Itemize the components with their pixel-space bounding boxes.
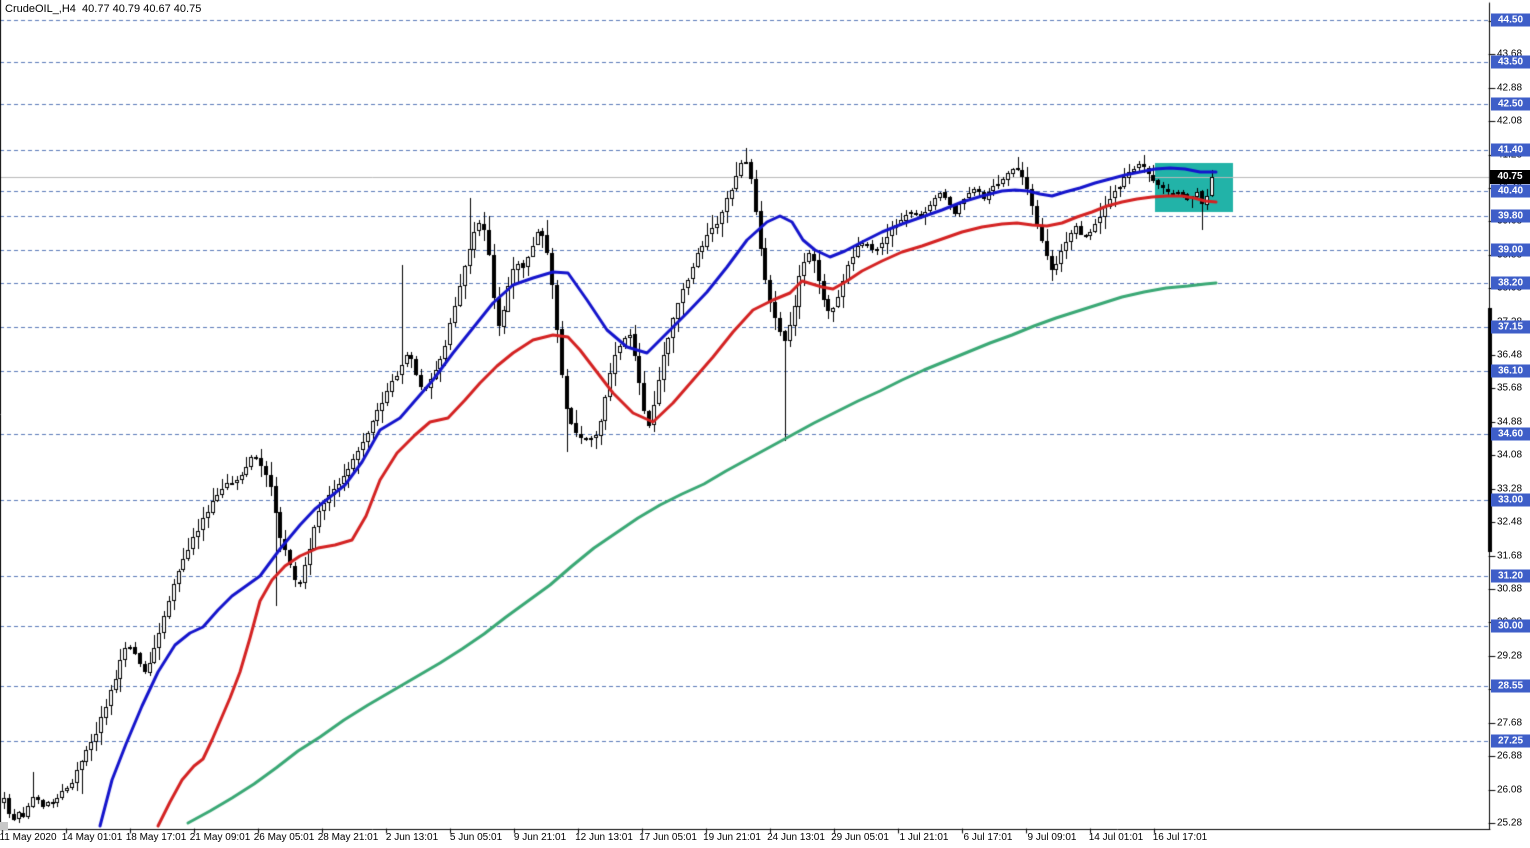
price-tick-label: 42.08: [1497, 115, 1523, 127]
price-tick-label: 33.28: [1497, 483, 1523, 495]
time-tick-label: 28 May 21:01: [317, 832, 379, 843]
current-price-badge: 40.75: [1490, 169, 1530, 184]
price-level-badge: 28.55: [1491, 679, 1530, 693]
axis-corner-nub: [0, 822, 8, 830]
time-tick-label: 18 May 17:01: [125, 832, 187, 843]
price-tick-label: 32.48: [1497, 516, 1523, 528]
price-tick-label: 34.88: [1497, 416, 1523, 428]
time-tick-label: 1 Jul 21:01: [899, 832, 949, 843]
price-level-badge: 40.40: [1491, 184, 1530, 198]
price-tick-label: 26.88: [1497, 750, 1523, 762]
time-tick-label: 24 Jun 13:01: [767, 832, 825, 843]
time-tick-label: 6 Jul 17:01: [963, 832, 1013, 843]
price-level-badge: 44.50: [1491, 13, 1530, 27]
time-tick-label: 14 May 01:01: [61, 832, 123, 843]
price-tick-label: 26.08: [1497, 784, 1523, 796]
price-tick-label: 30.88: [1497, 583, 1523, 595]
time-tick-label: 29 Jun 05:01: [831, 832, 889, 843]
price-tick-label: 42.88: [1497, 82, 1523, 94]
price-tick-label: 27.68: [1497, 717, 1523, 729]
price-level-badge: 31.20: [1491, 569, 1530, 583]
price-tick-label: 43.68: [1497, 48, 1523, 60]
time-tick-label: 12 Jun 13:01: [575, 832, 633, 843]
price-level-badge: 41.40: [1491, 143, 1530, 156]
time-tick-label: 19 Jun 21:01: [703, 832, 761, 843]
chart-title: CrudeOIL_,H4 40.77 40.79 40.67 40.75: [5, 3, 201, 15]
price-level-badge: 27.25: [1491, 734, 1530, 748]
price-level-badge: 36.10: [1491, 364, 1530, 378]
price-level-badge: 39.80: [1491, 209, 1530, 223]
price-level-badge: 43.50: [1491, 55, 1530, 69]
time-tick-label: 9 Jun 21:01: [513, 832, 567, 843]
chart-symbol-timeframe: CrudeOIL_,H4: [5, 3, 76, 15]
time-tick-label: 26 May 05:01: [253, 832, 315, 843]
price-level-badge: 33.00: [1491, 493, 1530, 507]
price-level-badge: 34.60: [1491, 427, 1530, 441]
time-tick-label: 17 Jun 05:01: [639, 832, 697, 843]
price-level-badge: 39.00: [1491, 243, 1530, 257]
price-level-badge: 42.50: [1491, 97, 1530, 111]
time-tick-label: 9 Jul 09:01: [1027, 832, 1077, 843]
price-level-badge: 38.20: [1491, 276, 1530, 290]
price-tick-label: 34.08: [1497, 449, 1523, 461]
chart-ohlc-values: 40.77 40.79 40.67 40.75: [75, 3, 202, 15]
price-tick-label: 29.28: [1497, 650, 1523, 662]
time-tick-label: 14 Jul 01:01: [1088, 832, 1144, 843]
price-tick-label: 35.68: [1497, 382, 1523, 394]
time-tick-label: 2 Jun 13:01: [385, 832, 439, 843]
time-tick-label: 5 Jun 05:01: [449, 832, 503, 843]
price-tick-label: 25.28: [1497, 817, 1523, 829]
price-level-badge: 37.15: [1491, 320, 1530, 334]
time-tick-label: 16 Jul 17:01: [1152, 832, 1208, 843]
price-tick-label: 36.48: [1497, 349, 1523, 361]
price-tick-label: 31.68: [1497, 550, 1523, 562]
time-tick-label: 11 May 2020: [0, 832, 57, 843]
price-level-badge: 30.00: [1491, 619, 1530, 633]
time-tick-label: 21 May 09:01: [189, 832, 251, 843]
